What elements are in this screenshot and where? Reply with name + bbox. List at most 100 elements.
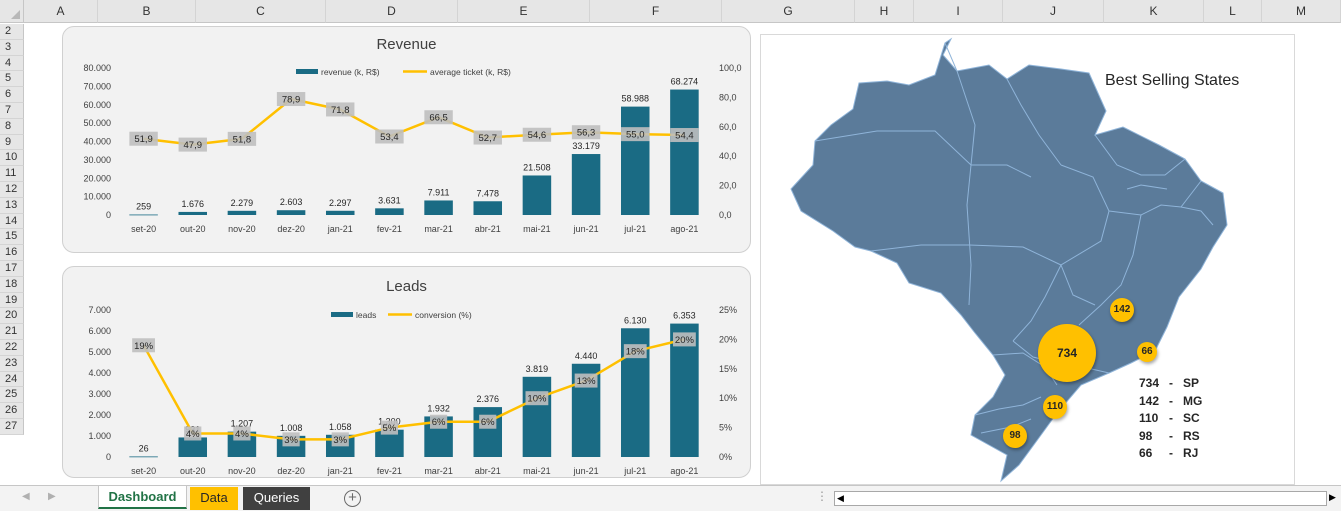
x-tick-label: mar-21	[424, 224, 453, 234]
row-header-12[interactable]: 12	[0, 182, 24, 198]
row-header-27[interactable]: 27	[0, 419, 24, 435]
line-data-label: 20%	[675, 335, 695, 346]
horizontal-scrollbar[interactable]: ◀	[834, 491, 1327, 506]
scroll-right-icon[interactable]: ▶	[1329, 492, 1336, 502]
column-header-J[interactable]: J	[1003, 0, 1104, 23]
row-header-16[interactable]: 16	[0, 245, 24, 261]
series-line	[143, 97, 685, 146]
row-header-25[interactable]: 25	[0, 387, 24, 404]
column-header-C[interactable]: C	[196, 0, 326, 23]
legend-line-label: average ticket (k, R$)	[430, 67, 511, 77]
column-header-L[interactable]: L	[1204, 0, 1262, 23]
x-tick-label: jul-21	[623, 224, 646, 234]
x-tick-label: ago-21	[670, 466, 698, 476]
legend-row: 142- MG	[1139, 393, 1202, 411]
column-header-I[interactable]: I	[914, 0, 1003, 23]
column-header-F[interactable]: F	[590, 0, 722, 23]
bubble-sp[interactable]: 734	[1038, 324, 1096, 382]
line-data-label: 6%	[481, 417, 495, 428]
triangle-right-icon[interactable]: ▶	[48, 491, 56, 502]
row-header-4[interactable]: 4	[0, 55, 24, 72]
y2-tick-label: 0,0	[719, 210, 732, 220]
row-header-13[interactable]: 13	[0, 197, 24, 214]
row-header-3[interactable]: 3	[0, 39, 24, 56]
column-header-B[interactable]: B	[98, 0, 196, 23]
bubble-rj[interactable]: 66	[1137, 342, 1157, 362]
series-line	[142, 338, 685, 441]
row-header-2[interactable]: 2	[0, 24, 24, 40]
y2-tick-label: 20,0	[719, 181, 737, 191]
column-header-A[interactable]: A	[24, 0, 98, 23]
y2-tick-label: 10%	[719, 393, 737, 403]
revenue-chart-panel[interactable]: Revenue revenue (k, R$) average ticket (k…	[62, 26, 751, 253]
row-header-20[interactable]: 20	[0, 308, 24, 325]
y2-tick-label: 15%	[719, 364, 737, 374]
splitter-icon[interactable]: ⋮	[816, 489, 828, 503]
legend-value: 110	[1139, 411, 1159, 425]
select-all-button[interactable]	[0, 0, 24, 23]
tab-data[interactable]: Data	[190, 487, 238, 510]
bar-data-label: 3.631	[378, 195, 401, 205]
best-selling-states-map[interactable]: Best Selling States 7	[760, 34, 1295, 485]
bar-data-label: 259	[136, 202, 151, 212]
column-header-M[interactable]: M	[1262, 0, 1341, 23]
row-header-6[interactable]: 6	[0, 87, 24, 103]
line-label-bg	[276, 92, 306, 107]
row-header-21[interactable]: 21	[0, 324, 24, 340]
line-data-label: 66,5	[429, 113, 448, 124]
row-header-22[interactable]: 22	[0, 340, 24, 356]
column-header-E[interactable]: E	[458, 0, 590, 23]
bubble-mg[interactable]: 142	[1110, 298, 1134, 322]
row-header-11[interactable]: 11	[0, 166, 24, 182]
plus-circle-icon[interactable]: +	[344, 490, 361, 507]
x-tick-label: set-20	[131, 224, 156, 234]
row-header-7[interactable]: 7	[0, 103, 24, 119]
column-header-D[interactable]: D	[326, 0, 458, 23]
map-title: Best Selling States	[1105, 72, 1240, 89]
bar-data-label: 2.279	[231, 198, 254, 208]
revenue-chart: revenue (k, R$) average ticket (k, R$) 0 10…	[83, 63, 741, 234]
y-tick-label: 70.000	[83, 81, 111, 91]
bar-data-label: 26	[139, 443, 149, 453]
bubble-sc[interactable]: 110	[1043, 395, 1067, 419]
row-header-24[interactable]: 24	[0, 371, 24, 388]
y2-tick-label: 5%	[719, 423, 732, 433]
triangle-left-icon[interactable]: ◀	[22, 491, 30, 502]
bubble-rs[interactable]: 98	[1003, 424, 1027, 448]
bar-data-label: 7.478	[476, 188, 499, 198]
x-tick-label: out-20	[180, 466, 206, 476]
line-data-label: 3%	[333, 435, 347, 446]
line-data-label: 55,0	[626, 130, 645, 141]
tab-dashboard[interactable]: Dashboard	[98, 486, 187, 509]
row-header-10[interactable]: 10	[0, 150, 24, 167]
tab-queries[interactable]: Queries	[243, 487, 310, 510]
bar	[522, 376, 552, 457]
row-header-23[interactable]: 23	[0, 355, 24, 372]
row-header-8[interactable]: 8	[0, 118, 24, 135]
y-tick-label: 0	[106, 452, 111, 462]
bar-data-label: 21.508	[523, 162, 551, 172]
row-header-26[interactable]: 26	[0, 403, 24, 419]
column-header-K[interactable]: K	[1104, 0, 1204, 23]
scroll-left-icon[interactable]: ◀	[837, 493, 844, 503]
row-header-9[interactable]: 9	[0, 134, 24, 151]
row-header-15[interactable]: 15	[0, 229, 24, 246]
column-header-G[interactable]: G	[722, 0, 855, 23]
row-header-5[interactable]: 5	[0, 71, 24, 88]
row-header-14[interactable]: 14	[0, 213, 24, 230]
line-label-bg	[525, 391, 549, 406]
bar-data-label: 7.911	[428, 187, 450, 197]
column-header-H[interactable]: H	[855, 0, 914, 23]
row-header-19[interactable]: 19	[0, 292, 24, 309]
row-header-18[interactable]: 18	[0, 276, 24, 293]
x-tick-label: jun-21	[573, 466, 599, 476]
legend-value: 142	[1139, 393, 1160, 408]
bar-data-label: 6.353	[673, 311, 696, 321]
line-data-label: 4%	[186, 429, 200, 440]
line-label-bg	[424, 110, 453, 125]
y-tick-label: 2.000	[88, 410, 111, 420]
leads-chart-panel[interactable]: Leads leads conversion (%) 0 1.000 2.000 3.00…	[62, 266, 751, 478]
y2-tick-label: 0%	[719, 452, 732, 462]
row-header-17[interactable]: 17	[0, 261, 24, 277]
bar	[129, 456, 158, 458]
